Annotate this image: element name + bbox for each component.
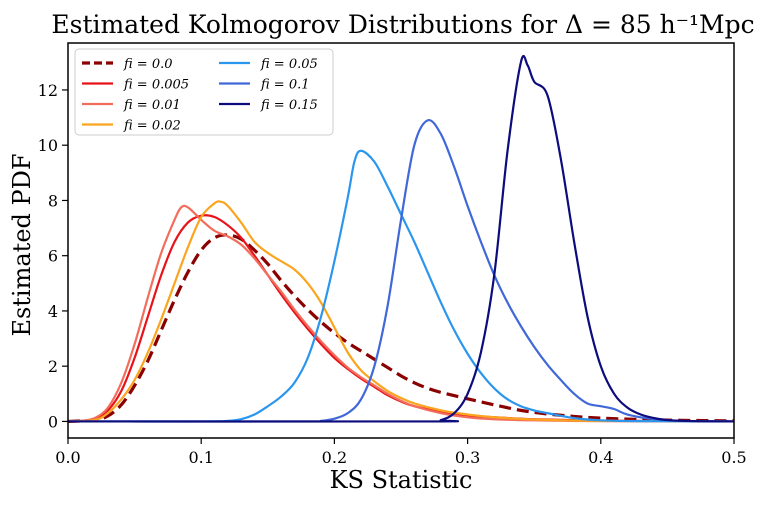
legend-label-2: fi = 0.01 — [123, 98, 181, 113]
y-tick-label: 2 — [48, 357, 58, 376]
series-line-5 — [67, 118, 735, 423]
series-line-2 — [67, 204, 735, 423]
legend: fi = 0.0 fi = 0.005 fi = 0.01 fi = 0.02 fi =… — [74, 48, 334, 136]
chart-title: Estimated Kolmogorov Distributions for Δ… — [51, 10, 754, 39]
legend-label-4: fi = 0.05 — [260, 57, 318, 72]
x-tick-label: 0.5 — [721, 448, 746, 467]
x-tick-label: 0.2 — [322, 448, 347, 467]
x-tick-label: 0.3 — [455, 448, 480, 467]
series-layer — [67, 54, 735, 424]
series-line-3 — [67, 200, 735, 423]
y-tick-label: 8 — [48, 191, 58, 210]
legend-label-5: fi = 0.1 — [260, 78, 310, 93]
legend-label-0: fi = 0.0 — [123, 57, 173, 72]
x-axis-label: KS Statistic — [330, 466, 473, 494]
series-line-1 — [67, 214, 735, 423]
x-tick-label: 0.0 — [55, 448, 80, 467]
y-tick-label: 0 — [48, 412, 58, 431]
y-axis-label: Estimated PDF — [8, 153, 36, 336]
series-line-0 — [67, 233, 735, 424]
legend-box — [74, 48, 334, 136]
x-tick-label: 0.4 — [588, 448, 613, 467]
legend-label-6: fi = 0.15 — [260, 98, 318, 113]
plot-frame — [67, 42, 735, 439]
y-tick-label: 12 — [38, 81, 58, 100]
legend-label-3: fi = 0.02 — [123, 119, 181, 134]
y-tick-label: 4 — [48, 302, 58, 321]
axes-layer: 0.0 0.1 0.2 0.3 0.4 0.5 0 2 4 6 8 10 12 — [38, 42, 747, 467]
y-tick-label: 6 — [48, 247, 58, 266]
series-line-4 — [67, 149, 735, 423]
x-tick-label: 0.1 — [188, 448, 213, 467]
legend-label-1: fi = 0.005 — [123, 78, 189, 93]
series-line-6 — [67, 54, 735, 423]
y-tick-label: 10 — [38, 136, 58, 155]
